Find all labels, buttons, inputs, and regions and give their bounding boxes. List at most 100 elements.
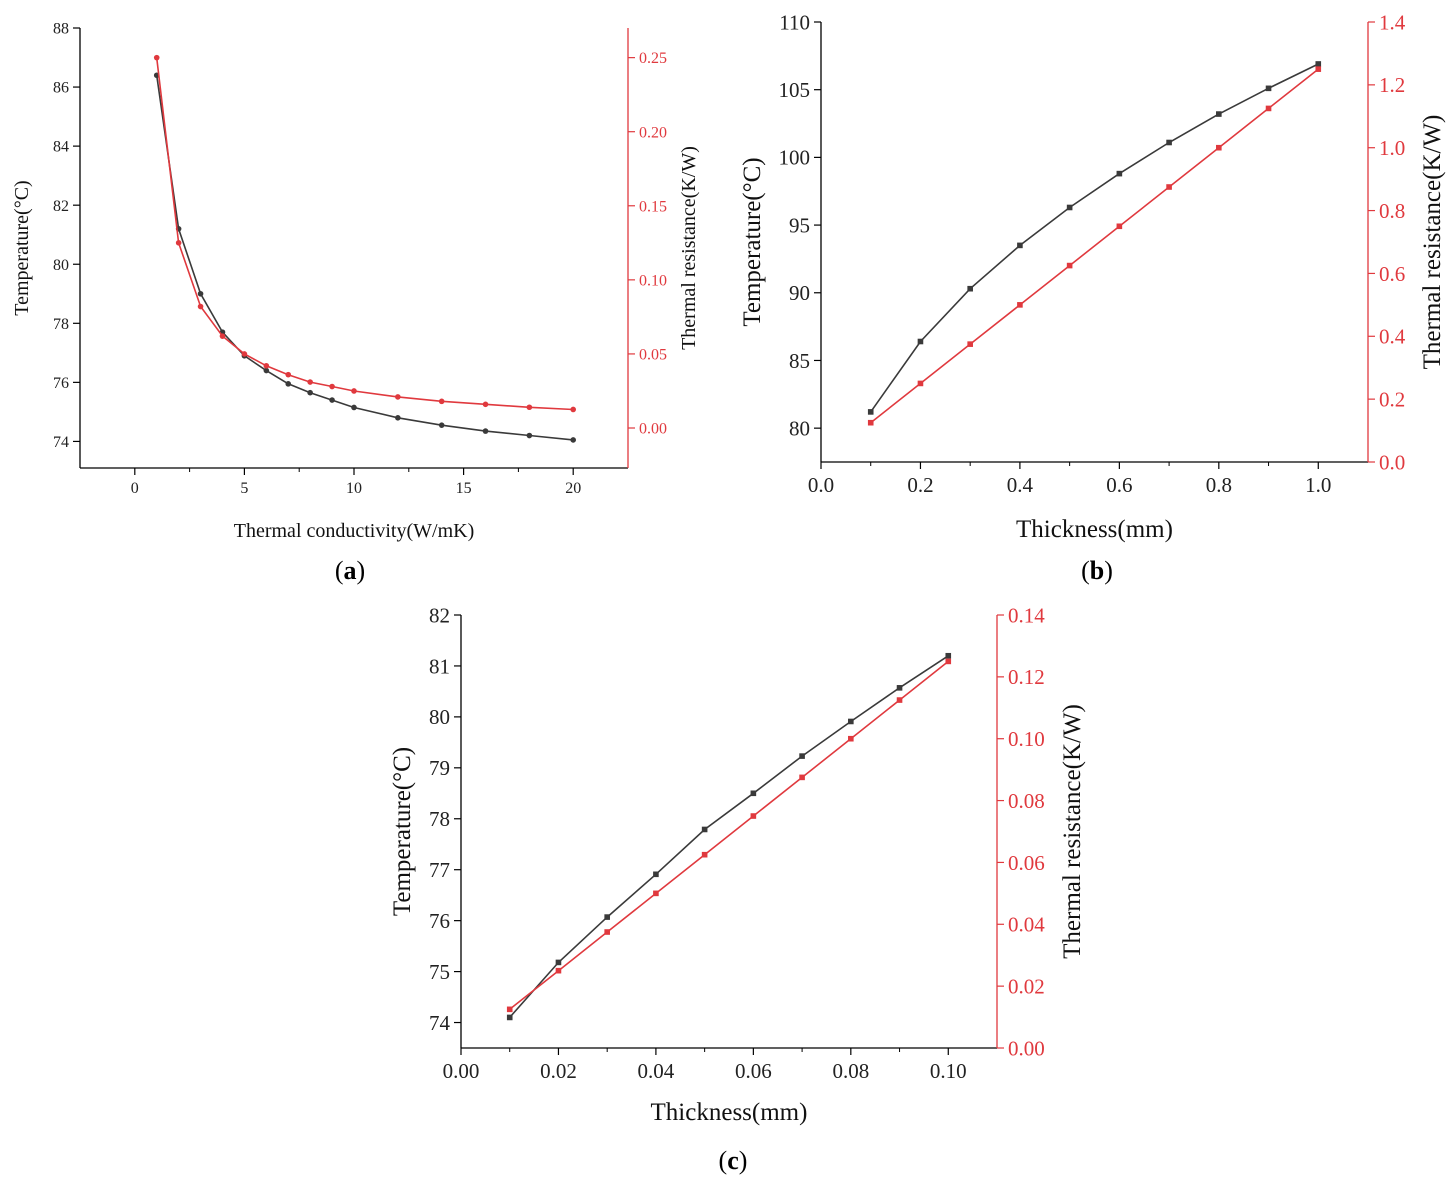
left-y-tick-label: 79 [429,756,450,780]
left-y-axis-label: Temperature(°C) [389,747,416,916]
temperature-point [1166,139,1172,146]
temperature-point [570,437,576,443]
right-y-tick-label: 0.02 [1008,974,1045,998]
right-y-tick-label: 0.00 [639,421,667,438]
right-y-tick-label: 0.0 [1379,450,1405,474]
x-tick-label: 1.0 [1305,473,1331,497]
x-tick-label: 0.2 [907,473,933,497]
resistance-point [351,388,357,394]
left-y-tick-label: 100 [779,146,811,170]
resistance-point [848,735,854,742]
resistance-point [570,406,576,413]
resistance-point [395,394,401,400]
resistance-series-line [155,57,574,411]
left-y-tick-label: 105 [779,78,811,102]
temperature-point [351,404,357,411]
temperature-series-line [870,63,1319,413]
temperature-point [329,397,335,403]
temperature-point [555,959,562,966]
resistance-point [750,813,757,819]
x-axis-label: Thickness(mm) [651,1099,808,1126]
left-y-tick-label: 75 [429,960,450,984]
resistance-point [896,697,903,703]
temperature-point [263,367,270,374]
temperature-point [1216,111,1222,117]
temperature-point [285,381,292,387]
left-y-tick-label: 81 [429,654,450,678]
resistance-point [1265,105,1272,112]
resistance-point [526,404,533,411]
right-y-tick-label: 1.4 [1379,10,1406,34]
caption-c: (c) [718,1146,748,1175]
left-y-tick-label: 85 [789,349,810,373]
x-axis-label: Thickness(mm) [1016,516,1173,543]
resistance-point [219,333,226,339]
temperature-point [1066,204,1073,211]
right-y-tick-label: 0.8 [1379,199,1405,223]
temperature-point [482,428,489,434]
resistance-point [867,419,874,426]
temperature-point [1116,170,1123,177]
resistance-point [307,379,313,385]
left-y-tick-label: 76 [429,909,450,933]
right-y-tick-label: 0.14 [1008,603,1045,627]
temperature-point [197,290,204,297]
left-y-tick-label: 76 [53,375,69,392]
left-y-tick-label: 86 [53,80,69,97]
temperature-point [307,389,313,396]
caption-a: (a) [334,556,366,585]
right-y-tick-label: 0.10 [1008,727,1045,751]
right-y-tick-label: 1.0 [1379,136,1405,160]
resistance-series-line [870,68,1319,424]
resistance-point [1166,184,1172,190]
right-y-axis-label: Thermal resistance(K/W) [678,146,700,350]
chart-panel-c: 0.00 0.02 0.04 0.06 0.08 0.10 74 75 76 77 78 79 80 81… [389,603,1086,1126]
temperature-point [848,718,854,725]
left-y-tick-label: 90 [789,281,810,305]
temperature-point [945,652,952,659]
resistance-point [653,890,659,897]
temperature-point [506,1014,513,1021]
x-tick-label: 0.02 [540,1059,577,1083]
right-y-tick-label: 0.04 [1008,913,1045,937]
x-tick-label: 0.06 [735,1059,772,1083]
x-tick-label: 0.8 [1206,473,1232,497]
x-tick-label: 0.00 [443,1059,480,1083]
temperature-point [799,753,805,759]
temperature-series-line [509,655,949,1018]
resistance-point [799,774,805,781]
left-y-tick-label: 80 [53,257,69,274]
temperature-point [967,285,973,292]
right-y-tick-label: 0.2 [1379,387,1405,411]
resistance-point [1116,223,1123,230]
temperature-point [1017,242,1023,249]
temperature-point [653,871,659,878]
x-tick-label: 0.10 [930,1059,967,1083]
left-y-tick-label: 82 [53,198,69,215]
x-axis-label: Thermal conductivity(W/mK) [234,520,474,542]
resistance-point [175,240,182,246]
resistance-point [701,851,708,858]
resistance-point [555,967,562,974]
right-y-tick-label: 0.20 [639,124,667,141]
right-y-tick-label: 0.4 [1379,325,1406,349]
temperature-point [867,409,874,415]
temperature-point [438,422,445,428]
resistance-point [197,303,204,310]
resistance-point [1216,144,1222,151]
resistance-point [967,341,973,347]
resistance-point [285,371,292,378]
right-y-tick-label: 1.2 [1379,73,1405,97]
temperature-point [1315,61,1322,67]
x-tick-label: 0.08 [832,1059,869,1083]
resistance-point [1066,262,1073,269]
resistance-point [438,398,445,405]
x-tick-label: 5 [240,480,248,497]
temperature-series-line [155,75,574,441]
right-y-tick-label: 0.15 [639,198,667,215]
right-y-tick-label: 0.12 [1008,665,1045,689]
left-y-tick-label: 74 [53,434,69,451]
x-tick-label: 0.4 [1007,473,1034,497]
resistance-point [604,929,610,935]
